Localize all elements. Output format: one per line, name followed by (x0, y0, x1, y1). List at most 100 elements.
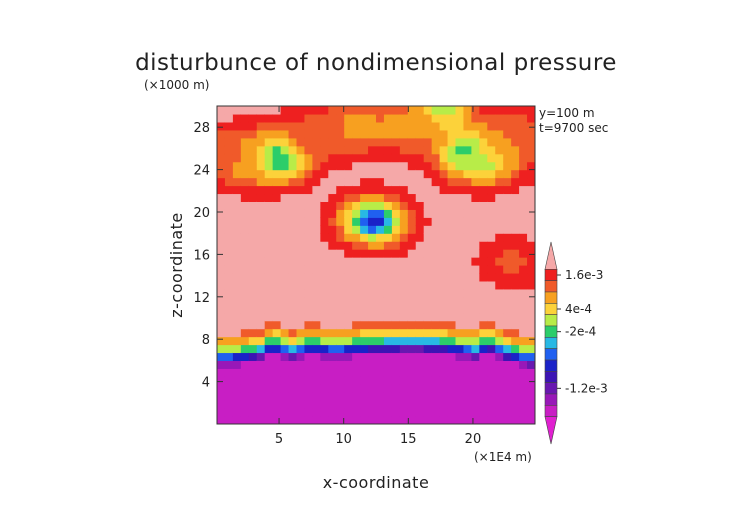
contour-cell (495, 280, 504, 290)
contour-cell (519, 201, 528, 210)
contour-cell (447, 201, 457, 210)
contour-cell (511, 368, 520, 377)
contour-cell (463, 312, 472, 322)
contour-cell (471, 296, 480, 306)
contour-cell (399, 328, 409, 338)
contour-cell (527, 185, 535, 195)
contour-cell (479, 288, 488, 298)
contour-cell (288, 376, 298, 385)
contour-cell (272, 280, 282, 290)
contour-cell (431, 312, 441, 322)
contour-cell (471, 193, 480, 202)
contour-cell (495, 169, 504, 179)
contour-cell (280, 193, 290, 202)
contour-cell (336, 328, 345, 338)
colorbar-swatch (544, 337, 558, 349)
contour-cell (431, 193, 441, 202)
contour-cell (431, 106, 441, 115)
contour-cell (248, 288, 258, 298)
contour-cell (503, 400, 512, 409)
contour-cell (240, 408, 250, 417)
contour-cell (415, 392, 425, 401)
contour-cell (264, 217, 274, 226)
contour-cell (328, 328, 337, 338)
contour-cell (296, 304, 306, 314)
contour-cell (336, 106, 345, 115)
contour-cell (455, 280, 465, 290)
contour-cell (344, 209, 353, 218)
contour-cell (352, 296, 361, 306)
contour-cell (376, 161, 385, 171)
contour-cell (320, 137, 329, 147)
contour-cell (336, 280, 345, 290)
contour-cell (280, 312, 290, 322)
contour-cell (503, 392, 512, 401)
contour-cell (312, 352, 321, 361)
contour-cell (264, 201, 274, 210)
contour-cell (431, 121, 441, 131)
contour-cell (264, 241, 274, 250)
contour-cell (312, 392, 321, 401)
contour-cell (312, 217, 321, 226)
contour-cell (487, 336, 496, 346)
contour-cell (423, 129, 433, 139)
contour-cell (368, 360, 377, 369)
contour-cell (463, 137, 472, 147)
contour-cell (399, 368, 409, 377)
contour-cell (232, 129, 242, 139)
contour-cell (224, 352, 234, 361)
contour-cell (224, 145, 234, 155)
contour-cell (383, 129, 393, 139)
contour-cell (352, 328, 361, 338)
contour-cell (264, 265, 274, 274)
contour-cell (407, 360, 417, 369)
contour-cell (344, 121, 353, 131)
contour-cell (487, 225, 496, 234)
contour-cell (383, 241, 393, 250)
contour-cell (280, 344, 290, 354)
contour-cell (487, 217, 496, 226)
contour-cell (455, 201, 465, 210)
contour-cell (360, 201, 369, 210)
contour-cell (463, 336, 472, 346)
contour-cell (328, 312, 337, 322)
contour-cell (224, 416, 234, 424)
contour-cell (224, 153, 234, 163)
contour-cell (217, 249, 226, 258)
contour-cell (447, 193, 457, 202)
contour-cell (391, 169, 401, 179)
contour-cell (415, 249, 425, 258)
contour-cell (296, 376, 306, 385)
contour-cell (511, 360, 520, 369)
contour-cell (455, 344, 465, 354)
contour-cell (217, 185, 226, 195)
contour-cell (360, 328, 369, 338)
contour-cell (415, 312, 425, 322)
contour-cell (368, 376, 377, 385)
contour-cell (304, 129, 313, 139)
contour-cell (352, 193, 361, 202)
contour-cell (256, 416, 266, 424)
contour-cell (511, 408, 520, 417)
contour-cell (296, 169, 306, 179)
contour-cell (320, 408, 329, 417)
contour-cell (415, 352, 425, 361)
contour-cell (471, 241, 480, 250)
contour-cell (391, 241, 401, 250)
contour-cell (312, 161, 321, 171)
contour-cell (511, 145, 520, 155)
contour-cell (368, 145, 377, 155)
contour-cell (376, 368, 385, 377)
contour-cell (272, 145, 282, 155)
contour-cell (232, 106, 242, 115)
contour-cell (463, 169, 472, 179)
contour-cell (224, 392, 234, 401)
contour-cell (391, 265, 401, 274)
contour-cell (320, 106, 329, 115)
contour-cell (288, 368, 298, 377)
contour-cell (399, 193, 409, 202)
contour-cell (288, 288, 298, 298)
contour-cell (240, 153, 250, 163)
contour-cell (296, 209, 306, 218)
contour-cell (368, 336, 377, 346)
